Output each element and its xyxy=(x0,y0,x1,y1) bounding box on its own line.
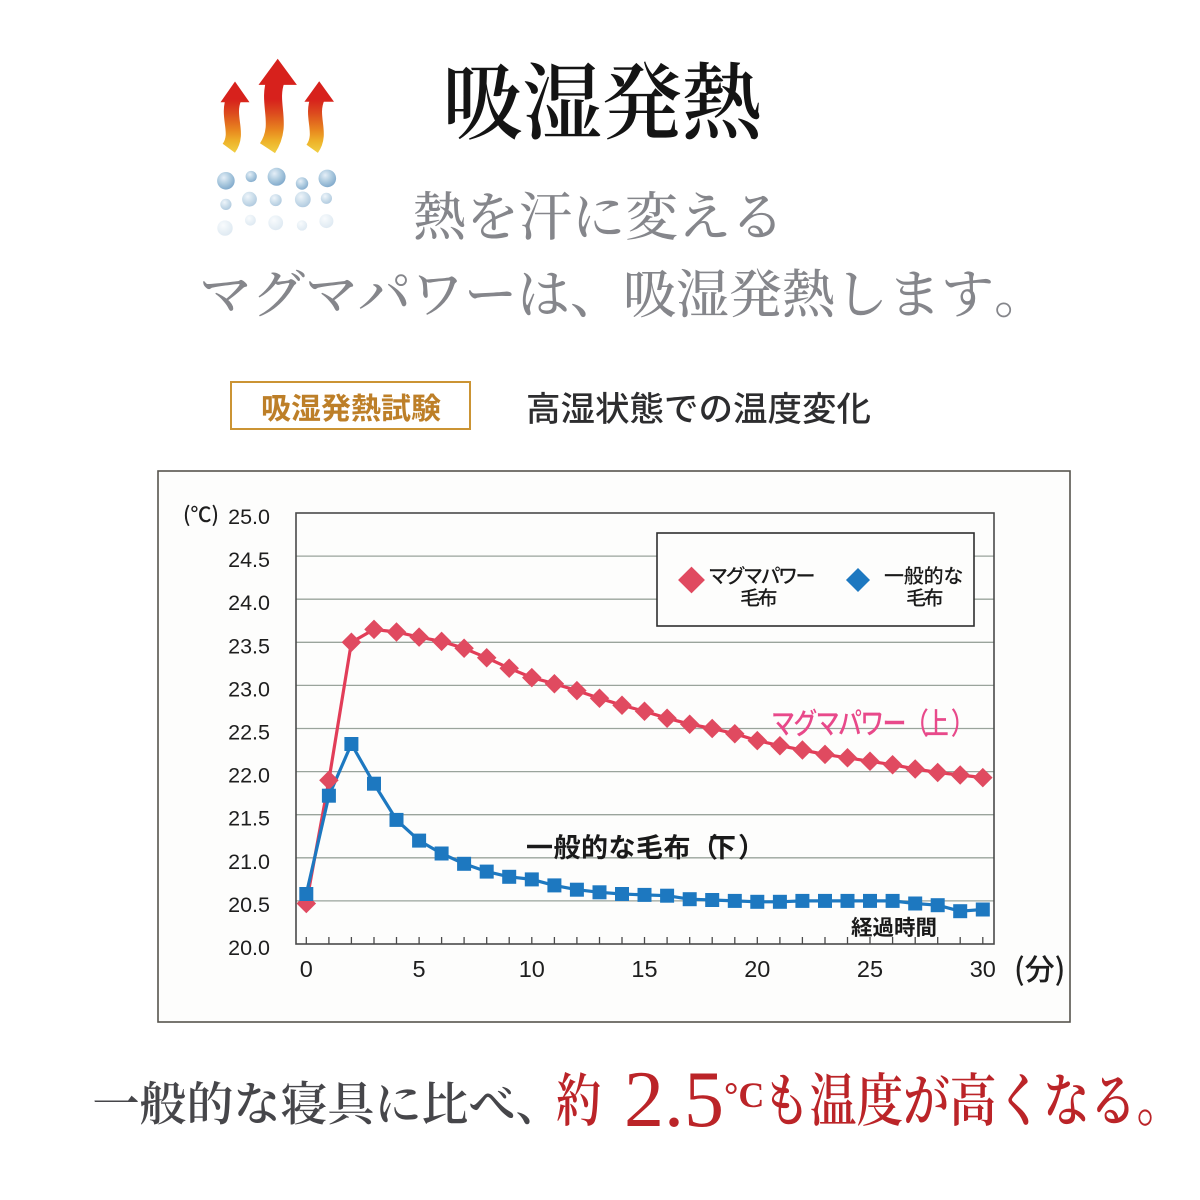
svg-text:24.0: 24.0 xyxy=(228,591,270,615)
svg-text:22.5: 22.5 xyxy=(228,721,270,745)
svg-text:25.0: 25.0 xyxy=(228,505,270,529)
svg-text:15: 15 xyxy=(631,956,657,982)
svg-text:20.0: 20.0 xyxy=(228,936,270,960)
svg-text:22.0: 22.0 xyxy=(228,764,270,788)
svg-text:20: 20 xyxy=(744,956,770,982)
svg-text:30: 30 xyxy=(970,956,996,982)
svg-text:20.5: 20.5 xyxy=(228,893,270,917)
svg-text:25: 25 xyxy=(857,956,883,982)
svg-text:2.5: 2.5 xyxy=(624,1056,724,1144)
svg-text:5: 5 xyxy=(413,956,426,982)
svg-text:10: 10 xyxy=(519,956,545,982)
svg-text:0: 0 xyxy=(300,956,313,982)
svg-text:23.5: 23.5 xyxy=(228,634,270,658)
svg-text:°C: °C xyxy=(724,1075,764,1115)
svg-text:23.0: 23.0 xyxy=(228,677,270,701)
svg-text:24.5: 24.5 xyxy=(228,548,270,572)
svg-text:21.5: 21.5 xyxy=(228,807,270,831)
svg-text:21.0: 21.0 xyxy=(228,850,270,874)
